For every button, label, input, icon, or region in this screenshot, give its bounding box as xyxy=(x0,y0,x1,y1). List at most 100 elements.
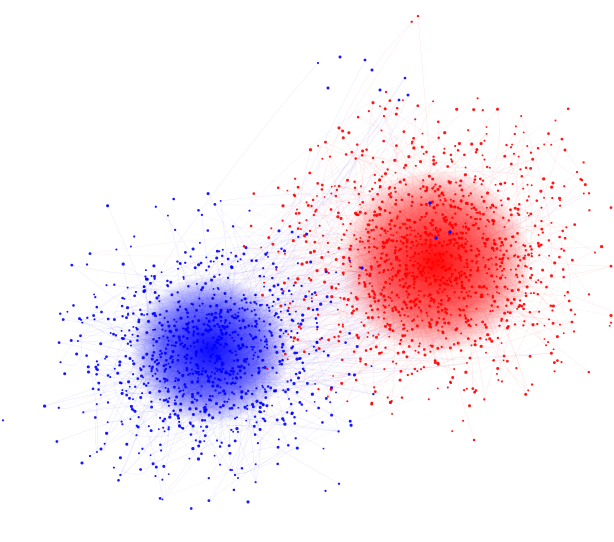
blue-node xyxy=(164,347,168,350)
red-node xyxy=(398,226,402,229)
blue-node xyxy=(176,358,180,362)
blue-node xyxy=(214,367,218,370)
red-node xyxy=(503,311,507,315)
blue-node xyxy=(218,445,222,448)
blue-node xyxy=(245,345,248,349)
red-node xyxy=(302,350,306,354)
blue-node xyxy=(258,317,261,320)
blue-node xyxy=(128,396,131,400)
blue-node xyxy=(186,330,189,333)
blue-node xyxy=(262,267,265,270)
red-node xyxy=(530,248,533,251)
red-node xyxy=(424,238,428,242)
blue-node xyxy=(233,359,236,362)
red-node xyxy=(372,197,375,200)
red-node xyxy=(367,292,371,296)
red-node xyxy=(490,257,493,260)
red-node xyxy=(456,341,460,345)
blue-node xyxy=(95,373,98,376)
red-node xyxy=(467,278,471,282)
red-node xyxy=(367,110,370,113)
blue-node xyxy=(295,357,299,361)
blue-node xyxy=(106,421,109,424)
blue-node xyxy=(194,439,197,442)
blue-node xyxy=(287,444,290,447)
red-node xyxy=(432,155,435,158)
blue-node xyxy=(197,319,201,323)
red-node xyxy=(455,107,459,111)
blue-node xyxy=(136,377,140,380)
red-node xyxy=(347,131,351,135)
red-node xyxy=(503,154,507,158)
blue-node xyxy=(93,293,96,296)
red-node xyxy=(538,254,541,257)
blue-node xyxy=(263,410,266,413)
blue-node xyxy=(186,326,190,329)
blue-node xyxy=(114,334,118,337)
red-node xyxy=(366,230,370,234)
red-node xyxy=(345,303,349,306)
red-node xyxy=(508,311,512,315)
red-node xyxy=(431,260,434,264)
red-node xyxy=(442,217,445,220)
red-node xyxy=(463,153,466,157)
red-node xyxy=(433,280,437,283)
blue-node xyxy=(275,371,278,374)
red-node xyxy=(428,252,431,255)
blue-node xyxy=(210,312,214,316)
blue-node xyxy=(152,338,155,341)
red-node xyxy=(389,297,392,300)
red-node xyxy=(314,210,317,213)
red-node xyxy=(375,213,379,217)
blue-node xyxy=(289,402,293,406)
blue-node xyxy=(121,262,125,266)
red-node xyxy=(540,227,544,231)
red-node xyxy=(312,213,316,217)
blue-node xyxy=(142,285,146,288)
red-node xyxy=(550,221,553,224)
red-node xyxy=(350,292,353,295)
graph-edge xyxy=(94,334,133,453)
red-node xyxy=(420,203,423,207)
red-node xyxy=(560,137,564,141)
red-node xyxy=(435,320,439,324)
blue-node xyxy=(162,464,166,468)
blue-node xyxy=(200,385,203,388)
blue-node xyxy=(129,245,132,248)
red-node xyxy=(315,208,318,211)
red-node xyxy=(437,302,440,305)
red-node xyxy=(437,275,440,277)
red-node xyxy=(492,238,496,242)
red-node xyxy=(572,330,576,333)
blue-node xyxy=(194,407,198,411)
blue-node xyxy=(226,343,229,346)
blue-node xyxy=(263,419,267,423)
blue-node xyxy=(95,360,99,363)
red-node xyxy=(524,264,527,268)
blue-node xyxy=(276,297,280,301)
red-node xyxy=(455,282,459,285)
red-node xyxy=(412,300,416,304)
red-node xyxy=(472,438,476,442)
red-node xyxy=(513,206,517,210)
blue-node xyxy=(121,389,124,392)
blue-node xyxy=(178,390,181,393)
red-node xyxy=(486,191,490,195)
blue-node xyxy=(234,417,237,420)
blue-node xyxy=(246,404,249,407)
red-node xyxy=(429,241,432,243)
blue-node xyxy=(257,355,260,359)
blue-node xyxy=(141,356,145,360)
red-node xyxy=(452,199,455,203)
blue-node xyxy=(315,307,319,311)
blue-node xyxy=(152,351,156,354)
red-node xyxy=(593,251,597,254)
red-node xyxy=(534,281,538,284)
red-node xyxy=(457,206,460,210)
red-node xyxy=(291,239,295,243)
blue-node xyxy=(106,204,110,208)
blue-node xyxy=(210,399,213,402)
red-node xyxy=(500,342,503,344)
graph-edge xyxy=(310,242,329,281)
red-node xyxy=(304,240,308,243)
